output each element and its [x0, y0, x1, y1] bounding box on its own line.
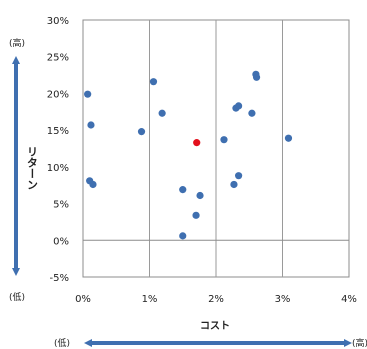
y-axis-high-label: (高): [9, 37, 25, 49]
data-point: [230, 180, 238, 189]
data-point: [179, 232, 187, 240]
data-point: [179, 186, 187, 194]
data-point: [235, 172, 243, 180]
data-point: [220, 136, 228, 144]
data-point: [89, 180, 97, 189]
data-point: [149, 78, 158, 86]
x-tick-label: 3%: [275, 294, 291, 305]
x-axis-title: コスト: [200, 320, 230, 332]
y-axis-low-label: (低): [9, 291, 25, 303]
x-axis-high-label: (高): [352, 337, 367, 349]
x-tick-label: 4%: [341, 294, 357, 305]
data-point: [248, 109, 256, 117]
y-tick-label: 0%: [53, 236, 69, 247]
data-point: [284, 134, 293, 142]
y-tick-label: 10%: [47, 163, 69, 174]
y-tick-label: -5%: [50, 273, 69, 284]
y-tick-label: 25%: [47, 53, 69, 64]
x-tick-label: 0%: [75, 294, 91, 305]
data-point: [137, 128, 146, 136]
data-points: [84, 70, 293, 240]
y-axis-tick-labels: -5% 0% 5% 10% 15% 20% 25% 30%: [47, 16, 69, 284]
x-tick-label: 2%: [208, 294, 224, 305]
data-point: [196, 191, 204, 200]
data-point: [192, 211, 200, 219]
y-tick-label: 30%: [47, 16, 69, 27]
x-axis-tick-labels: 0% 1% 2% 3% 4%: [75, 294, 357, 305]
x-tick-label: 1%: [142, 294, 158, 305]
y-axis-title: リターン: [26, 146, 39, 190]
data-point: [158, 109, 166, 117]
y-tick-label: 20%: [47, 89, 69, 100]
vertical-gridlines: [149, 20, 283, 277]
data-point: [84, 90, 92, 98]
y-tick-label: 5%: [53, 200, 69, 211]
y-tick-label: 15%: [47, 126, 69, 137]
data-point: [87, 121, 95, 129]
data-point: [252, 73, 261, 81]
data-point: [235, 102, 243, 110]
highlight-data-point: [193, 139, 201, 147]
x-axis-low-label: (低): [54, 337, 70, 349]
